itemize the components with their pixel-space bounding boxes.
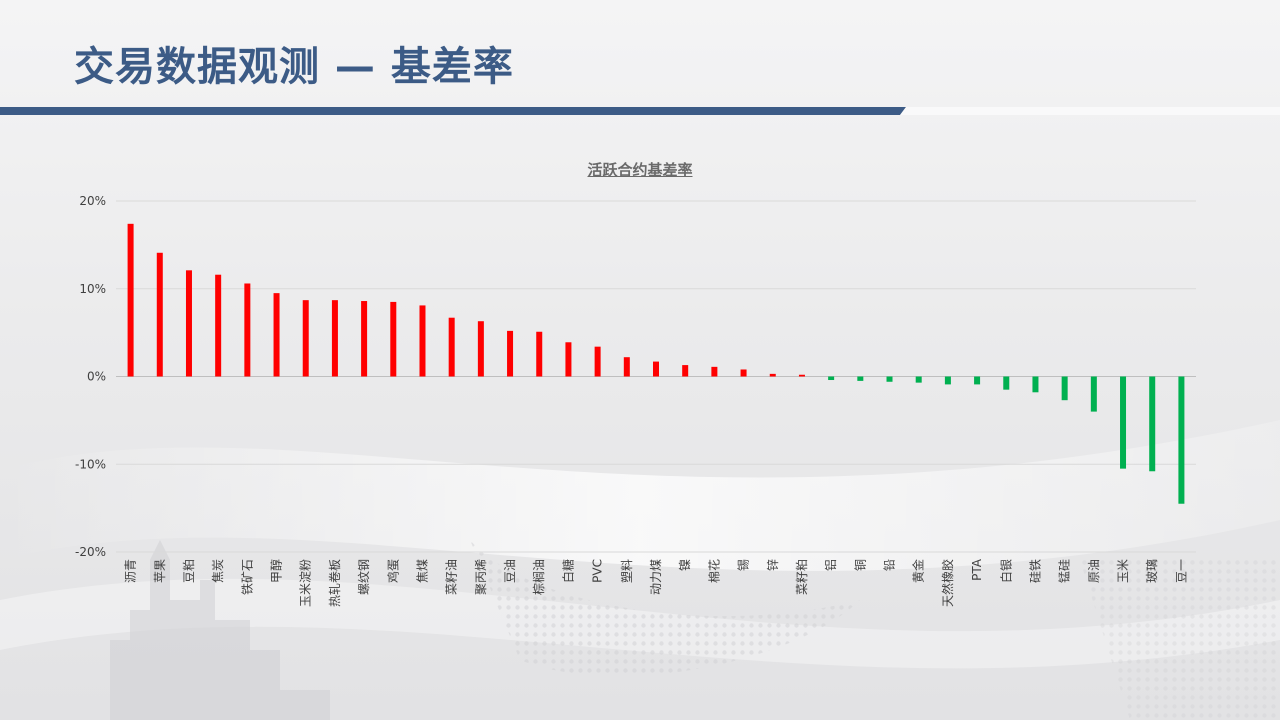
x-tick-label: 黄金: [911, 559, 926, 583]
x-tick-label: 铁矿石: [240, 559, 254, 595]
bar: [1003, 376, 1010, 390]
bar: [361, 301, 368, 377]
bar: [127, 223, 134, 377]
x-tick-label: 硅铁: [1028, 559, 1042, 583]
x-tick-label: 鸡蛋: [385, 559, 400, 583]
x-tick-label: 焦煤: [415, 559, 429, 583]
bar: [769, 373, 776, 377]
y-tick-label: -10%: [75, 457, 106, 471]
x-tick-label: 菜籽粕: [794, 559, 809, 595]
bar: [623, 357, 630, 377]
x-tick-label: 豆一: [1174, 559, 1188, 583]
bar: [798, 374, 805, 377]
bar: [448, 317, 455, 377]
bar: [565, 342, 572, 377]
bar: [1178, 376, 1185, 504]
bar: [419, 305, 426, 377]
x-tick-label: 铜: [852, 559, 867, 571]
x-tick-label: 豆油: [503, 559, 517, 583]
bar: [1061, 376, 1068, 401]
bar: [1120, 376, 1127, 469]
y-tick-label: -20%: [75, 545, 106, 559]
bar: [886, 376, 893, 382]
title-underline-bar: [0, 107, 1280, 115]
x-tick-label: 原油: [1087, 559, 1101, 583]
bar: [156, 252, 163, 377]
bar: [974, 376, 981, 385]
x-tick-label: 镍: [678, 559, 692, 571]
x-tick-label: 玉米淀粉: [299, 559, 313, 607]
bar: [477, 321, 484, 377]
y-tick-label: 0%: [87, 370, 106, 384]
x-tick-label: 锡: [736, 559, 751, 571]
x-tick-label: 棉花: [706, 559, 721, 583]
x-tick-label: 菜籽油: [445, 559, 459, 595]
x-tick-label: 沥青: [124, 559, 138, 583]
chart-title: 活跃合约基差率: [587, 161, 693, 179]
x-tick-label: 动力煤: [649, 559, 663, 595]
bar: [331, 300, 338, 377]
y-tick-label: 10%: [79, 282, 106, 296]
bar: [944, 376, 951, 385]
bar: [302, 300, 309, 377]
x-tick-label: 白银: [998, 559, 1013, 583]
x-tick-label: 棕榈油: [531, 559, 546, 595]
x-tick-label: 聚丙烯: [474, 559, 488, 595]
bar: [711, 366, 718, 377]
bar: [1032, 376, 1039, 393]
bar: [215, 274, 222, 377]
y-tick-label: 20%: [79, 194, 106, 208]
bar: [390, 301, 397, 377]
x-tick-label: 甲醇: [269, 559, 284, 583]
x-tick-label: 锌: [766, 559, 780, 571]
x-tick-label: 铝: [823, 559, 838, 571]
x-tick-label: 苹果: [153, 559, 167, 583]
x-tick-label: 玻璃: [1145, 559, 1159, 583]
bar: [1149, 376, 1156, 472]
bar: [536, 331, 543, 377]
x-tick-label: PTA: [970, 558, 984, 581]
slide-title: 交易数据观测 — 基差率: [74, 44, 514, 90]
bar: [244, 283, 251, 377]
bar: [273, 293, 280, 377]
x-tick-label: 豆粕: [181, 559, 196, 583]
x-tick-label: 热轧卷板: [327, 559, 342, 607]
x-tick-label: PVC: [591, 559, 605, 583]
bar: [915, 376, 922, 383]
x-tick-label: 塑料: [619, 559, 634, 583]
x-tick-label: 天然橡胶: [940, 559, 955, 607]
bar: [740, 369, 747, 377]
bar: [828, 376, 835, 381]
bar: [594, 346, 601, 377]
x-tick-label: 焦炭: [211, 559, 225, 583]
x-tick-label: 玉米: [1116, 559, 1130, 583]
bar: [185, 270, 192, 377]
x-tick-label: 螺纹钢: [357, 559, 371, 595]
bar: [507, 330, 514, 377]
x-tick-label: 铅: [883, 559, 897, 571]
bar: [682, 365, 689, 377]
bar: [653, 361, 659, 377]
bar: [1090, 376, 1097, 412]
x-tick-label: 锰硅: [1057, 559, 1072, 583]
bar: [857, 376, 864, 381]
x-tick-label: 白糖: [560, 559, 575, 583]
